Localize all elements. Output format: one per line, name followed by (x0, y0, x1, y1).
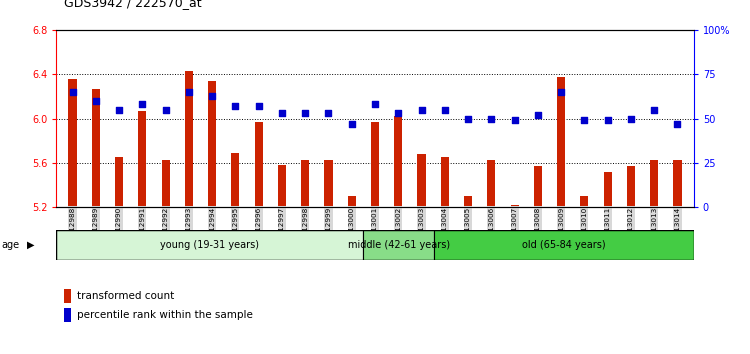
Text: transformed count: transformed count (77, 291, 175, 301)
Point (67, 89, 79, 95)
Text: GSM813013: GSM813013 (651, 207, 657, 251)
Point (253, 103, 265, 109)
Bar (627, 166, 635, 207)
Bar (325, 160, 332, 207)
Bar (363, 230, 434, 260)
Bar (604, 172, 612, 207)
Bar (488, 160, 496, 207)
Bar (184, 71, 193, 207)
Bar (278, 165, 286, 207)
Text: GSM813001: GSM813001 (372, 207, 378, 251)
Point (136, 102, 148, 107)
Text: GSM813005: GSM813005 (465, 207, 471, 251)
Bar (115, 157, 123, 207)
Bar (68, 79, 76, 207)
Bar (394, 116, 402, 207)
Text: GSM812996: GSM812996 (256, 207, 262, 251)
Text: GSM813003: GSM813003 (419, 207, 424, 251)
Text: GSM812994: GSM812994 (209, 207, 215, 251)
Point (532, 112, 544, 118)
Point (322, 110, 334, 116)
Point (183, 89, 195, 95)
Bar (371, 122, 379, 207)
Text: GSM813000: GSM813000 (349, 207, 355, 251)
Bar (557, 76, 566, 207)
Text: GSM812999: GSM812999 (326, 207, 332, 251)
Bar (161, 160, 170, 207)
Text: ▶: ▶ (27, 240, 34, 250)
Text: GSM812998: GSM812998 (302, 207, 308, 251)
Point (416, 107, 428, 113)
Bar (434, 230, 694, 260)
Point (509, 118, 520, 123)
Text: GSM812995: GSM812995 (232, 207, 238, 251)
Text: GSM812991: GSM812991 (140, 207, 146, 251)
Text: GSM812988: GSM812988 (70, 207, 76, 251)
Text: GSM813011: GSM813011 (604, 207, 610, 251)
Text: GSM813004: GSM813004 (442, 207, 448, 251)
Bar (138, 111, 146, 207)
Text: old (65-84 years): old (65-84 years) (522, 240, 606, 250)
Text: GSM812992: GSM812992 (163, 207, 169, 251)
Text: young (19-31 years): young (19-31 years) (160, 240, 260, 250)
Point (602, 118, 613, 123)
Bar (580, 196, 589, 207)
Bar (348, 196, 355, 207)
Text: GSM812990: GSM812990 (116, 207, 122, 251)
Text: GSM813009: GSM813009 (558, 207, 564, 251)
Bar (418, 154, 425, 207)
Point (369, 102, 381, 107)
Bar (674, 160, 682, 207)
Point (206, 93, 218, 98)
Bar (254, 122, 262, 207)
Bar (464, 196, 472, 207)
Text: GSM812997: GSM812997 (279, 207, 285, 251)
Point (392, 110, 404, 116)
Point (648, 107, 660, 113)
Point (485, 116, 497, 121)
Point (462, 116, 474, 121)
Point (625, 116, 637, 121)
Bar (302, 160, 309, 207)
Text: GDS3942 / 222570_at: GDS3942 / 222570_at (64, 0, 201, 9)
Text: GSM812989: GSM812989 (93, 207, 99, 251)
Text: GSM813012: GSM813012 (628, 207, 634, 251)
Bar (231, 153, 239, 207)
Bar (441, 157, 448, 207)
Point (555, 89, 567, 95)
Point (578, 118, 590, 123)
Bar (208, 81, 216, 207)
Point (160, 107, 172, 113)
Text: GSM813010: GSM813010 (581, 207, 587, 251)
Point (113, 107, 125, 113)
Point (230, 103, 242, 109)
Text: GSM813002: GSM813002 (395, 207, 401, 251)
Point (671, 121, 683, 127)
Bar (534, 166, 542, 207)
Text: GSM813014: GSM813014 (674, 207, 680, 251)
Point (346, 121, 358, 127)
Point (439, 107, 451, 113)
Point (276, 110, 288, 116)
Text: GSM813006: GSM813006 (488, 207, 494, 251)
Bar (92, 89, 100, 207)
Text: GSM813008: GSM813008 (535, 207, 541, 251)
Text: GSM812993: GSM812993 (186, 207, 192, 251)
Text: GSM813007: GSM813007 (512, 207, 518, 251)
Bar (511, 205, 519, 207)
Text: percentile rank within the sample: percentile rank within the sample (77, 310, 253, 320)
Point (299, 110, 311, 116)
Point (90, 98, 102, 104)
Text: age: age (2, 240, 20, 250)
Text: middle (42-61 years): middle (42-61 years) (347, 240, 450, 250)
Bar (650, 160, 658, 207)
Bar (56, 230, 363, 260)
